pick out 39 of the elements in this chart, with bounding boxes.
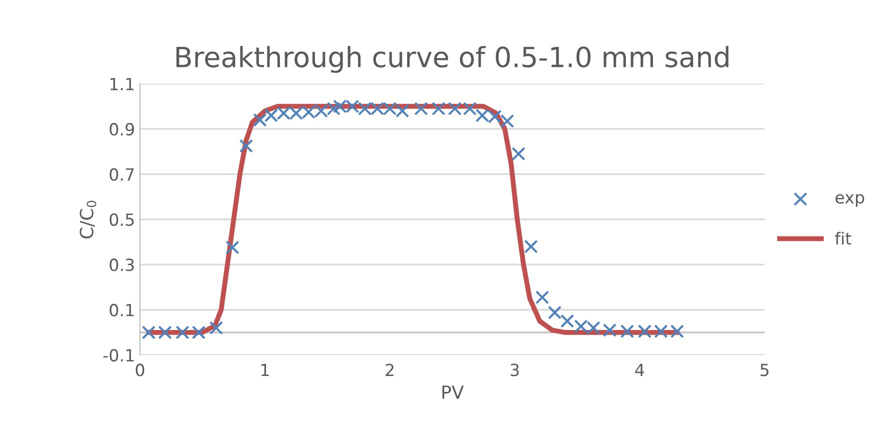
y-tick-label: -0.1 bbox=[103, 348, 134, 362]
y-tick-label: 0.9 bbox=[110, 122, 134, 136]
legend-label: exp bbox=[836, 194, 864, 207]
point bbox=[602, 323, 617, 337]
point bbox=[176, 326, 190, 340]
point bbox=[560, 314, 574, 328]
x-tick-label: 3 bbox=[510, 364, 519, 376]
x-tick-label: 1 bbox=[261, 364, 269, 376]
x-tick-label: 4 bbox=[635, 364, 644, 376]
chart-title: Breakthrough curve of 0.5-1.0 mm sand bbox=[176, 46, 728, 73]
point bbox=[548, 306, 562, 320]
point bbox=[670, 324, 684, 338]
y-tick-label: 0.3 bbox=[110, 258, 134, 272]
y-axis-title: C/C$_{0}$ bbox=[80, 200, 96, 238]
point bbox=[524, 240, 538, 254]
point bbox=[414, 102, 428, 116]
point bbox=[158, 326, 172, 340]
y-tick-label: 0.7 bbox=[110, 168, 134, 181]
point bbox=[226, 240, 240, 254]
point bbox=[535, 290, 550, 304]
point bbox=[638, 324, 652, 338]
x-tick-label: 5 bbox=[760, 364, 768, 376]
x-tick-label: 0 bbox=[136, 364, 144, 376]
point bbox=[239, 139, 254, 153]
x-axis-title: PV bbox=[442, 386, 464, 399]
y-tick-label: 0.5 bbox=[110, 213, 134, 226]
point bbox=[654, 324, 668, 338]
point bbox=[500, 114, 514, 128]
legend-label: fit bbox=[835, 232, 852, 245]
point bbox=[209, 321, 224, 335]
point bbox=[620, 324, 634, 338]
point bbox=[432, 102, 446, 116]
point bbox=[253, 113, 267, 127]
point bbox=[512, 146, 526, 161]
point bbox=[192, 326, 206, 340]
y-tick-label: 1.1 bbox=[110, 78, 134, 90]
x-tick-label: 2 bbox=[386, 364, 394, 376]
point bbox=[142, 326, 156, 340]
y-tick-label: 0.1 bbox=[110, 304, 134, 316]
